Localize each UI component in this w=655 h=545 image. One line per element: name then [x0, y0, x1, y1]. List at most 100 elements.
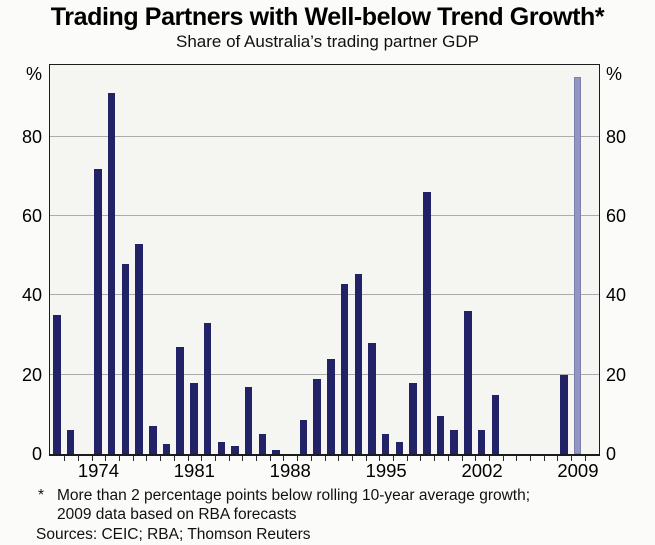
x-axis-label-1995: 1995 — [365, 460, 407, 481]
x-tick — [105, 456, 107, 461]
gridline-60 — [50, 215, 599, 217]
y-axis-label-left-0: 0 — [31, 444, 42, 464]
bar-1971 — [53, 315, 61, 454]
bar-1975 — [107, 93, 116, 454]
footnote-line2: 2009 data based on RBA forecasts — [57, 506, 297, 523]
bar-2001 — [464, 311, 472, 454]
y-axis-label-left-80: 80 — [21, 126, 42, 147]
x-tick — [475, 456, 477, 461]
y-axis-label-right-60: 60 — [606, 206, 627, 227]
gridline-20 — [50, 373, 599, 375]
bar-1979 — [162, 444, 171, 454]
x-tick — [242, 456, 244, 461]
x-tick — [187, 456, 189, 461]
x-tick — [338, 456, 340, 461]
bar-1982 — [203, 323, 212, 454]
plot-area — [49, 64, 600, 456]
x-axis-label-2009: 2009 — [557, 460, 599, 481]
x-tick — [530, 456, 531, 461]
footnote-sources: Sources: CEIC; RBA; Thomson Reuters — [36, 526, 311, 543]
footnote-line1: More than 2 percentage points below roll… — [57, 487, 531, 504]
x-tick — [447, 456, 449, 461]
bar-1984 — [231, 446, 239, 454]
y-axis-unit-left: % — [25, 64, 42, 84]
bar-1999 — [436, 416, 445, 454]
x-tick — [256, 456, 257, 461]
bar-1981 — [190, 382, 198, 454]
x-tick — [132, 456, 134, 461]
x-axis-tick-row — [49, 456, 600, 462]
y-axis-label-right-40: 40 — [606, 285, 627, 306]
y-axis-label-left-60: 60 — [21, 206, 42, 227]
x-tick — [310, 456, 312, 461]
bar-2000 — [450, 430, 458, 454]
x-tick — [297, 456, 299, 461]
x-tick — [488, 456, 490, 461]
bar-1986 — [258, 434, 267, 454]
y-axis-unit-right: % — [606, 64, 623, 84]
y-axis-label-right-20: 20 — [606, 364, 627, 385]
x-tick — [365, 456, 367, 461]
x-tick — [119, 456, 120, 461]
x-tick — [420, 456, 422, 461]
bar-2009-forecast — [573, 77, 582, 454]
x-tick — [228, 456, 230, 461]
x-axis-label-1981: 1981 — [173, 460, 215, 481]
bar-1994 — [368, 343, 376, 454]
bar-1990 — [313, 378, 321, 454]
x-tick — [283, 456, 285, 461]
x-tick — [393, 456, 394, 461]
footnote-marker: * — [38, 487, 45, 504]
x-tick — [406, 456, 408, 461]
x-tick — [584, 456, 586, 461]
x-tick — [543, 456, 545, 461]
bar-1978 — [149, 426, 157, 454]
x-tick — [160, 456, 162, 461]
bar-1992 — [340, 283, 349, 454]
y-axis-label-right-80: 80 — [606, 126, 627, 147]
bar-1985 — [244, 386, 253, 454]
x-tick — [324, 456, 326, 461]
y-axis-label-left-20: 20 — [21, 364, 42, 385]
bar-1993 — [354, 273, 362, 454]
bar-1998 — [423, 192, 431, 454]
bar-1980 — [176, 346, 184, 454]
bar-1995 — [381, 434, 390, 454]
bar-1972 — [66, 430, 75, 454]
gridline-80 — [50, 135, 599, 137]
bar-2002 — [477, 430, 486, 454]
x-tick — [516, 456, 518, 461]
x-tick — [379, 456, 381, 461]
x-tick — [351, 456, 353, 461]
x-tick — [557, 456, 559, 461]
x-tick — [434, 456, 436, 461]
y-axis-label-left-40: 40 — [21, 285, 42, 306]
x-tick — [201, 456, 203, 461]
x-tick — [461, 456, 463, 461]
bar-2003 — [491, 394, 499, 454]
x-tick — [77, 456, 79, 461]
y-axis-label-right-0: 0 — [606, 444, 617, 464]
chart-title: Trading Partners with Well-below Trend G… — [50, 3, 605, 31]
x-tick — [214, 456, 216, 461]
bar-1989 — [299, 420, 308, 454]
x-axis-label-2002: 2002 — [461, 460, 503, 481]
bar-1987 — [272, 450, 280, 454]
bar-1983 — [217, 442, 225, 454]
bar-1997 — [409, 382, 417, 454]
bar-1976 — [121, 263, 130, 454]
bar-1977 — [135, 243, 143, 454]
chart-subtitle: Share of Australia’s trading partner GDP — [175, 32, 479, 51]
bar-2008 — [560, 374, 568, 454]
x-tick — [173, 456, 175, 461]
bar-1991 — [327, 358, 335, 454]
x-tick — [571, 456, 573, 461]
x-axis-label-1988: 1988 — [269, 460, 311, 481]
bar-1996 — [395, 442, 404, 454]
gridline-40 — [50, 294, 599, 296]
bar-1974 — [94, 168, 102, 454]
x-tick — [64, 456, 66, 461]
x-tick — [146, 456, 148, 461]
x-tick — [502, 456, 504, 461]
